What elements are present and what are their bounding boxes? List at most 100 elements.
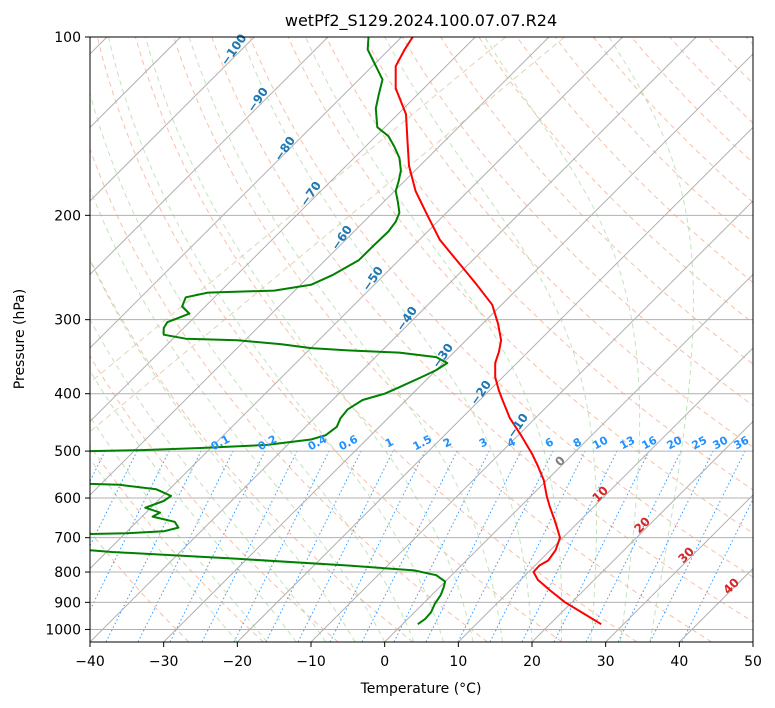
mixing-ratio-label: 13	[618, 434, 638, 453]
mixing-ratio-label: 8	[571, 435, 584, 450]
mixing-ratio-line	[169, 450, 266, 642]
dry-adiabat-line	[325, 37, 753, 491]
moist-adiabat-label: 40	[720, 575, 742, 597]
y-tick-label: 700	[54, 531, 81, 547]
x-tick-label: −40	[75, 654, 105, 670]
moist-adiabat-label: 20	[631, 514, 653, 536]
x-axis: −40 −30 −20 −10 0 10 20 30 40 50	[75, 642, 762, 670]
isotherm-line	[90, 37, 476, 423]
dry-adiabat-line	[592, 37, 753, 203]
chart-title: wetPf2_S129.2024.100.07.07.R24	[285, 11, 557, 31]
dry-adiabat-line	[478, 37, 753, 324]
moist-adiabat-label: 0	[552, 453, 568, 469]
mixing-ratio-line	[233, 450, 330, 642]
dry-adiabat-line	[96, 37, 563, 642]
dry-adiabat-line	[90, 355, 339, 642]
dry-adiabat-line	[90, 37, 506, 384]
isotherm-line	[752, 641, 753, 642]
reference-line-labels: 0.1 0.2 0.4 0.6 1 1.5 2 3 4 6 8 10 13 16 20 25 30 36−100−…	[209, 31, 752, 597]
dry-adiabat-line	[516, 37, 753, 284]
isotherm-line	[236, 126, 753, 642]
y-tick-label: 500	[54, 444, 81, 460]
dry-adiabat-line	[287, 37, 753, 534]
mixing-ratio-label: 2	[441, 435, 454, 450]
dry-adiabat-line	[440, 37, 753, 365]
moist-adiabat-line	[484, 37, 641, 642]
x-tick-label: 40	[670, 654, 688, 670]
dewpoint-line	[90, 482, 180, 535]
dry-adiabat-label: −50	[359, 264, 386, 294]
y-tick-label: 1000	[45, 622, 81, 638]
dry-adiabat-label: −20	[467, 378, 494, 408]
isotherm-line	[90, 37, 402, 349]
mixing-ratio-label: 30	[711, 433, 731, 452]
mixing-ratio-label: 1.5	[411, 433, 434, 454]
isotherm-line	[163, 53, 753, 642]
mixing-ratio-label: 0.1	[209, 433, 232, 454]
profile-lines	[90, 37, 602, 626]
mixing-ratio-label: 20	[665, 433, 685, 452]
isotherm-line	[310, 200, 753, 642]
mixing-ratio-label: 0.6	[337, 432, 361, 453]
dry-adiabat-line	[90, 530, 190, 642]
moist-adiabat-line	[384, 37, 597, 642]
y-tick-label: 300	[54, 313, 81, 329]
moist-adiabat-line	[90, 457, 238, 642]
moist-adiabat-label: 10	[589, 483, 611, 505]
x-tick-label: 0	[380, 654, 389, 670]
mixing-ratio-label: 3	[477, 435, 490, 450]
y-tick-label: 900	[54, 595, 81, 611]
x-tick-label: 50	[744, 654, 762, 670]
dry-adiabat-label: −40	[393, 304, 420, 334]
mixing-ratio-label: 1	[383, 435, 396, 450]
y-tick-label: 100	[54, 30, 81, 46]
x-tick-label: −10	[296, 654, 326, 670]
mixing-ratio-line	[649, 450, 746, 642]
dry-adiabat-label: −60	[328, 223, 355, 253]
isotherm-line	[531, 420, 753, 642]
moist-adiabat-line	[108, 37, 445, 642]
x-axis-label: Temperature (°C)	[360, 681, 482, 697]
isotherm-line	[90, 37, 329, 276]
mixing-ratio-line	[585, 450, 682, 642]
dewpoint-line	[90, 549, 447, 626]
x-tick-label: 20	[523, 654, 541, 670]
moist-adiabat-label: 30	[675, 544, 697, 566]
dry-adiabat-line	[90, 147, 488, 642]
mixing-ratio-label: 25	[690, 434, 710, 453]
mixing-ratio-label: 0.2	[256, 433, 279, 454]
mixing-ratio-line	[617, 450, 714, 642]
y-tick-label: 200	[54, 208, 81, 224]
mixing-ratio-line	[201, 450, 298, 642]
dry-adiabat-line	[554, 37, 753, 243]
x-tick-label: −30	[149, 654, 179, 670]
isotherm-line	[90, 37, 255, 202]
isotherm-line	[90, 37, 623, 570]
mixing-ratio-label: 36	[732, 433, 752, 452]
dry-adiabat-line	[134, 37, 638, 642]
mixing-ratio-line	[681, 498, 753, 642]
y-axis-label: Pressure (hPa)	[12, 289, 28, 389]
dewpoint-line	[90, 37, 449, 453]
mixing-ratio-line	[105, 450, 202, 642]
dry-adiabat-line	[211, 37, 753, 623]
moist-adiabat-line	[90, 369, 297, 642]
isotherm-line	[457, 347, 753, 642]
moist-adiabat-line	[145, 37, 474, 642]
isotherm-line	[90, 37, 697, 642]
dry-adiabat-line	[402, 37, 753, 406]
mixing-ratio-label: 10	[591, 433, 611, 452]
moist-adiabat-line	[305, 37, 563, 642]
mixing-ratio-line	[521, 450, 618, 642]
dry-adiabat-label: −30	[429, 341, 456, 371]
grid-lines	[90, 37, 753, 642]
mixing-ratio-line	[90, 450, 170, 611]
y-tick-label: 400	[54, 387, 81, 403]
moist-adiabat-line	[241, 37, 533, 642]
mixing-ratio-label: 6	[543, 435, 556, 450]
x-tick-label: −20	[223, 654, 253, 670]
isotherm-line	[384, 273, 753, 642]
moist-adiabat-line	[608, 37, 695, 642]
isotherm-line	[90, 37, 550, 496]
